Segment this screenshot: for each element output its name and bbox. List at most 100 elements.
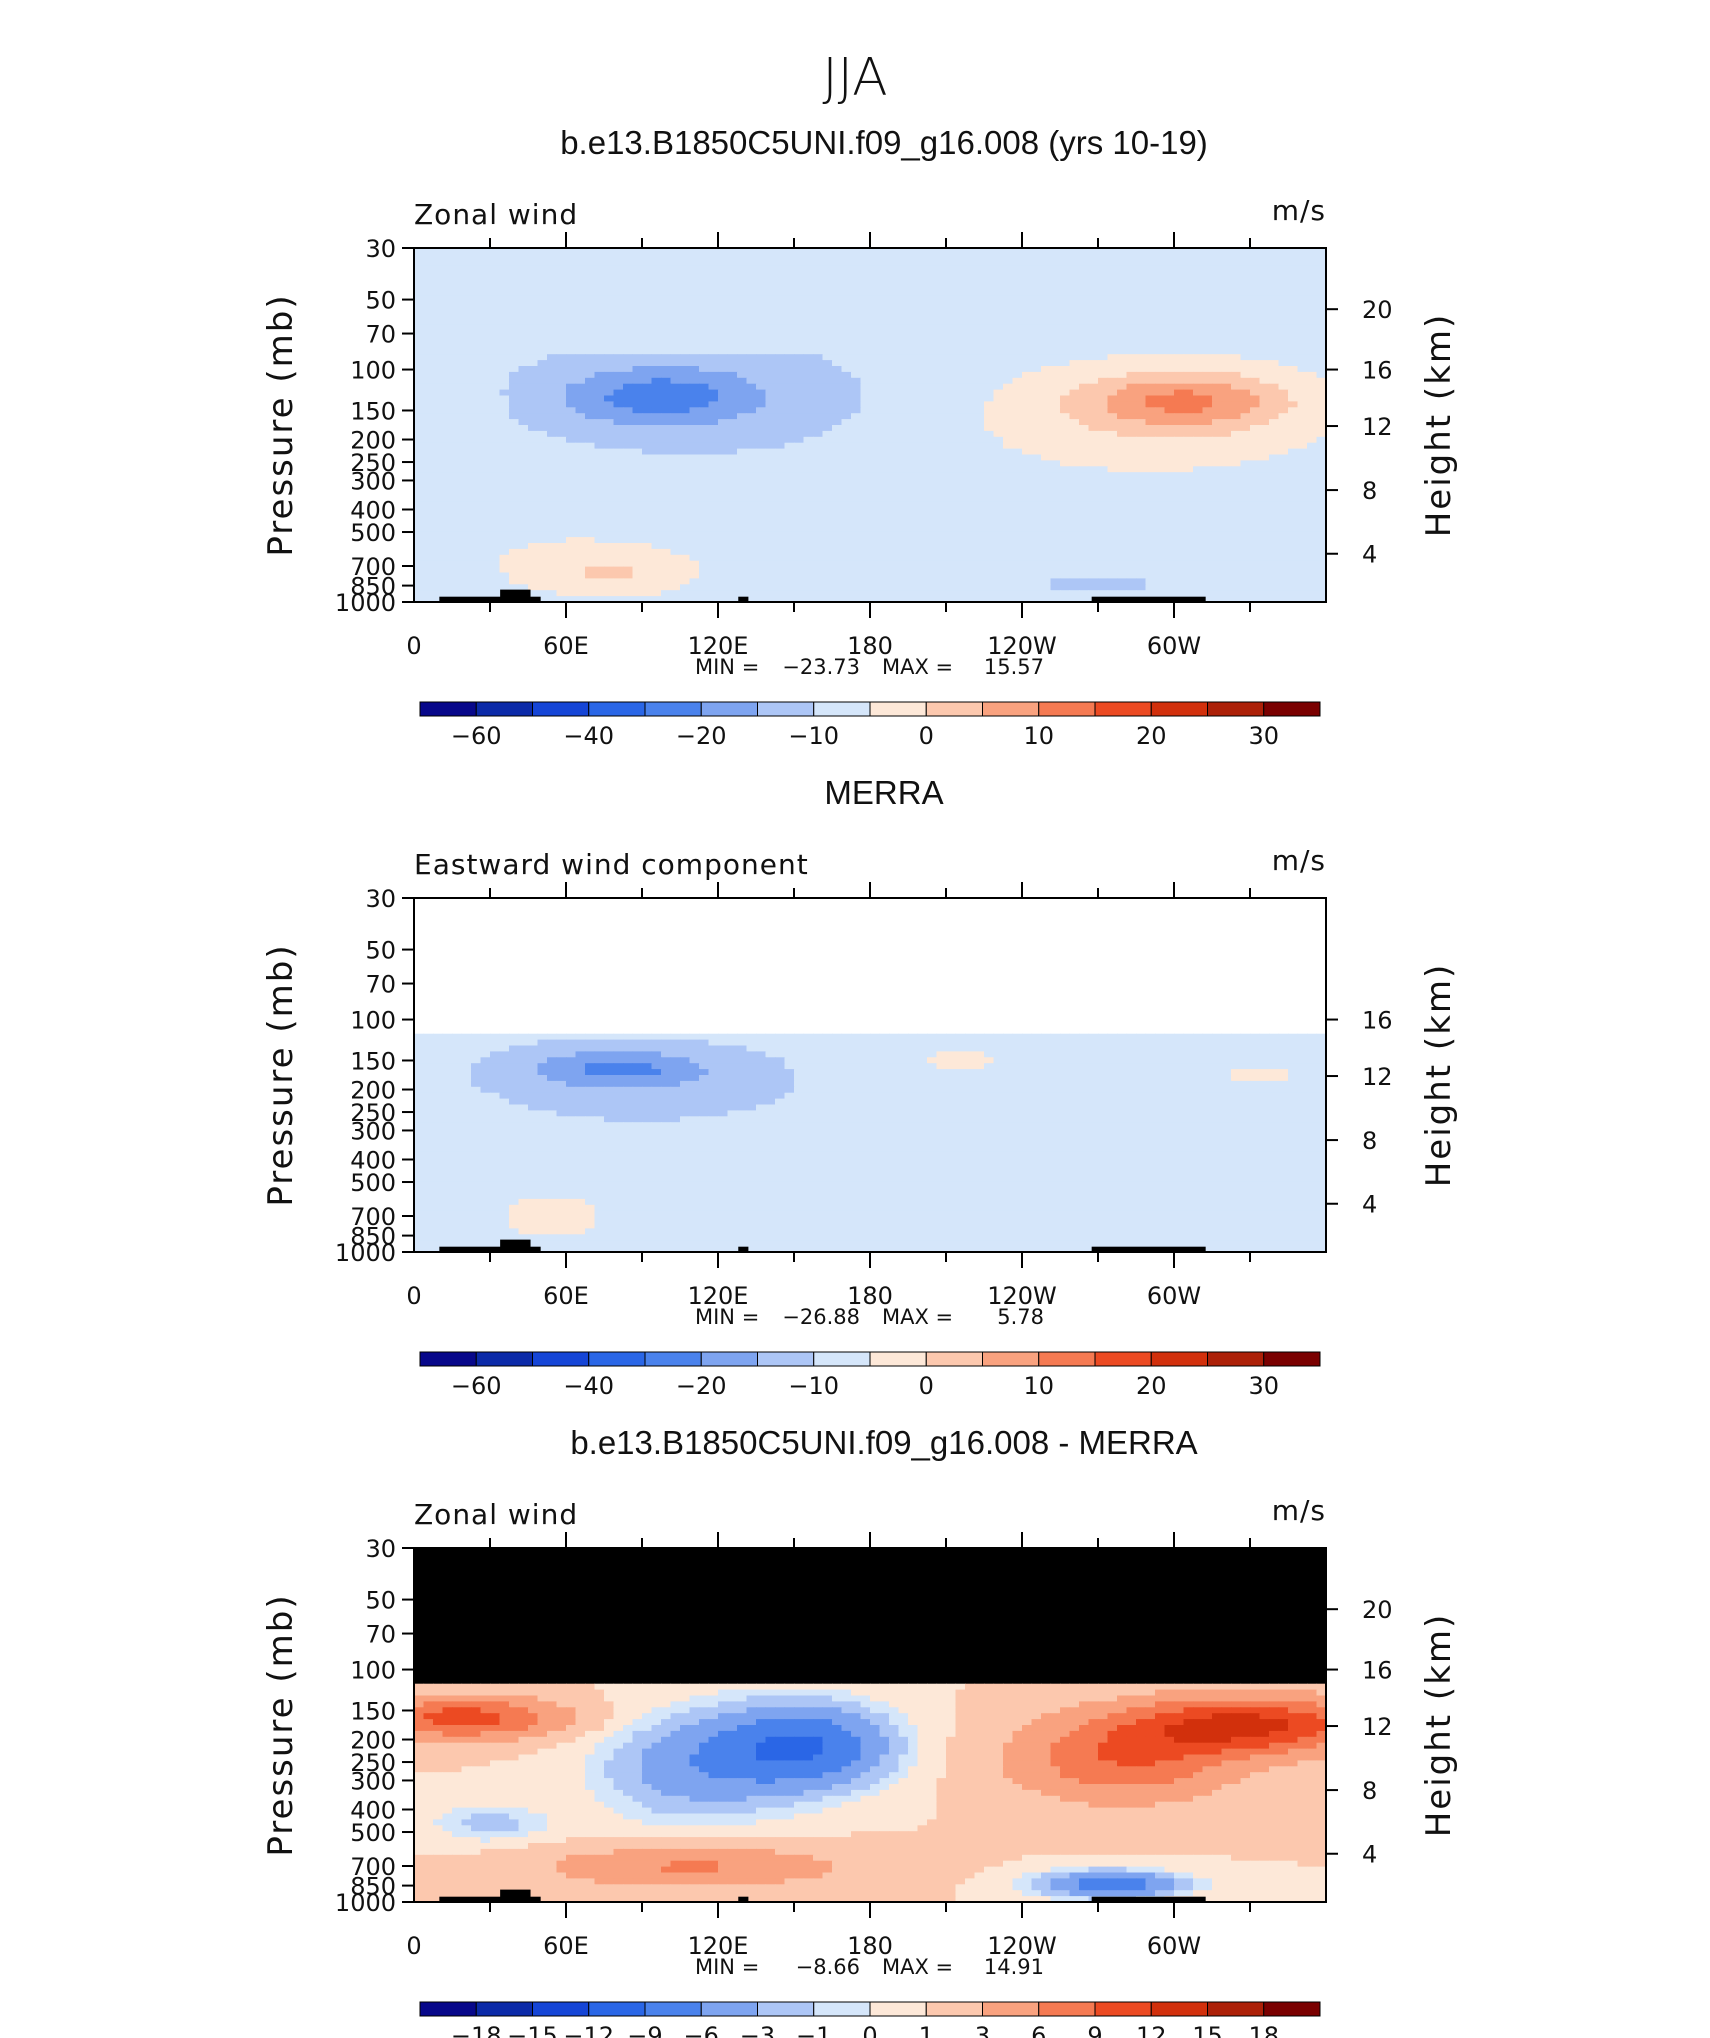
field-cell bbox=[442, 466, 453, 473]
field-cell bbox=[442, 312, 453, 320]
field-cell bbox=[1069, 383, 1080, 391]
field-cell bbox=[1316, 295, 1327, 302]
field-cell bbox=[471, 407, 482, 414]
field-cell bbox=[1202, 389, 1213, 397]
field-cell bbox=[936, 419, 947, 426]
field-cell bbox=[936, 519, 947, 526]
field-cell bbox=[423, 436, 434, 444]
field-cell bbox=[461, 419, 472, 426]
field-cell bbox=[889, 419, 900, 426]
field-cell bbox=[1022, 336, 1033, 343]
field-cell bbox=[1307, 442, 1318, 450]
field-cell bbox=[927, 395, 938, 402]
field-cell bbox=[471, 336, 482, 343]
field-cell bbox=[1003, 543, 1014, 550]
field-cell bbox=[623, 289, 634, 296]
field-cell bbox=[528, 430, 539, 438]
field-cell bbox=[1041, 460, 1052, 467]
field-cell bbox=[1212, 425, 1223, 432]
field-cell bbox=[1041, 436, 1052, 444]
field-cell bbox=[813, 307, 824, 314]
field-cell bbox=[490, 360, 501, 367]
field-cell bbox=[1221, 407, 1232, 414]
field-cell bbox=[898, 253, 909, 261]
field-cell bbox=[661, 525, 672, 532]
field-cell bbox=[1012, 389, 1023, 397]
field-cell bbox=[879, 548, 890, 556]
field-cell bbox=[1297, 531, 1308, 538]
field-cell bbox=[1250, 401, 1261, 408]
field-cell bbox=[1003, 324, 1014, 332]
field-cell bbox=[841, 442, 852, 450]
field-cell bbox=[452, 425, 463, 432]
field-cell bbox=[1259, 312, 1270, 320]
field-cell bbox=[680, 489, 691, 497]
field-cell bbox=[984, 413, 995, 420]
field-cell bbox=[1316, 383, 1327, 391]
field-cell bbox=[547, 324, 558, 332]
field-cell bbox=[518, 271, 529, 279]
field-cell bbox=[1126, 342, 1137, 349]
field-cell bbox=[499, 248, 510, 255]
field-cell bbox=[1288, 407, 1299, 414]
field-cell bbox=[528, 318, 539, 326]
field-cell bbox=[1259, 466, 1270, 473]
field-cell bbox=[1316, 430, 1327, 438]
field-cell bbox=[480, 537, 491, 544]
field-cell bbox=[1288, 448, 1299, 456]
field-cell bbox=[1003, 360, 1014, 367]
field-cell bbox=[575, 537, 586, 544]
field-cell bbox=[794, 248, 805, 255]
field-cell bbox=[528, 395, 539, 402]
field-cell bbox=[1183, 253, 1194, 261]
field-cell bbox=[1269, 283, 1280, 290]
field-cell bbox=[537, 277, 548, 284]
field-cell bbox=[718, 366, 729, 373]
field-cell bbox=[699, 537, 710, 544]
field-cell bbox=[1098, 507, 1109, 515]
field-cell bbox=[870, 466, 881, 473]
field-cell bbox=[1183, 301, 1194, 308]
field-cell bbox=[1269, 501, 1280, 509]
field-cell bbox=[480, 342, 491, 349]
field-cell bbox=[1117, 543, 1128, 550]
field-cell bbox=[556, 330, 567, 338]
field-cell bbox=[765, 484, 776, 491]
field-cell bbox=[661, 383, 672, 391]
field-cell bbox=[708, 283, 719, 290]
field-cell bbox=[765, 259, 776, 267]
field-cell bbox=[841, 513, 852, 520]
field-cell bbox=[433, 271, 444, 279]
field-cell bbox=[1145, 295, 1156, 302]
field-cell bbox=[1060, 407, 1071, 414]
field-cell bbox=[1212, 419, 1223, 426]
field-cell bbox=[936, 348, 947, 355]
field-cell bbox=[1060, 413, 1071, 420]
field-cell bbox=[509, 460, 520, 467]
field-cell bbox=[1155, 460, 1166, 467]
field-cell bbox=[870, 289, 881, 296]
field-cell bbox=[575, 348, 586, 355]
field-cell bbox=[756, 501, 767, 509]
field-cell bbox=[775, 436, 786, 444]
field-cell bbox=[632, 442, 643, 450]
field-cell bbox=[1098, 377, 1109, 385]
field-cell bbox=[889, 307, 900, 314]
field-cell bbox=[1269, 312, 1280, 320]
field-cell bbox=[1164, 448, 1175, 456]
field-cell bbox=[1164, 454, 1175, 461]
field-cell bbox=[832, 413, 843, 420]
field-cell bbox=[1145, 277, 1156, 284]
field-cell bbox=[480, 472, 491, 479]
field-cell bbox=[1079, 495, 1090, 503]
field-cell bbox=[632, 318, 643, 326]
field-cell bbox=[1221, 537, 1232, 544]
field-cell bbox=[642, 330, 653, 338]
field-cell bbox=[699, 525, 710, 532]
field-cell bbox=[984, 430, 995, 438]
field-cell bbox=[1041, 495, 1052, 503]
field-cell bbox=[1316, 330, 1327, 338]
field-cell bbox=[1307, 318, 1318, 326]
field-cell bbox=[1164, 413, 1175, 420]
field-cell bbox=[509, 354, 520, 361]
